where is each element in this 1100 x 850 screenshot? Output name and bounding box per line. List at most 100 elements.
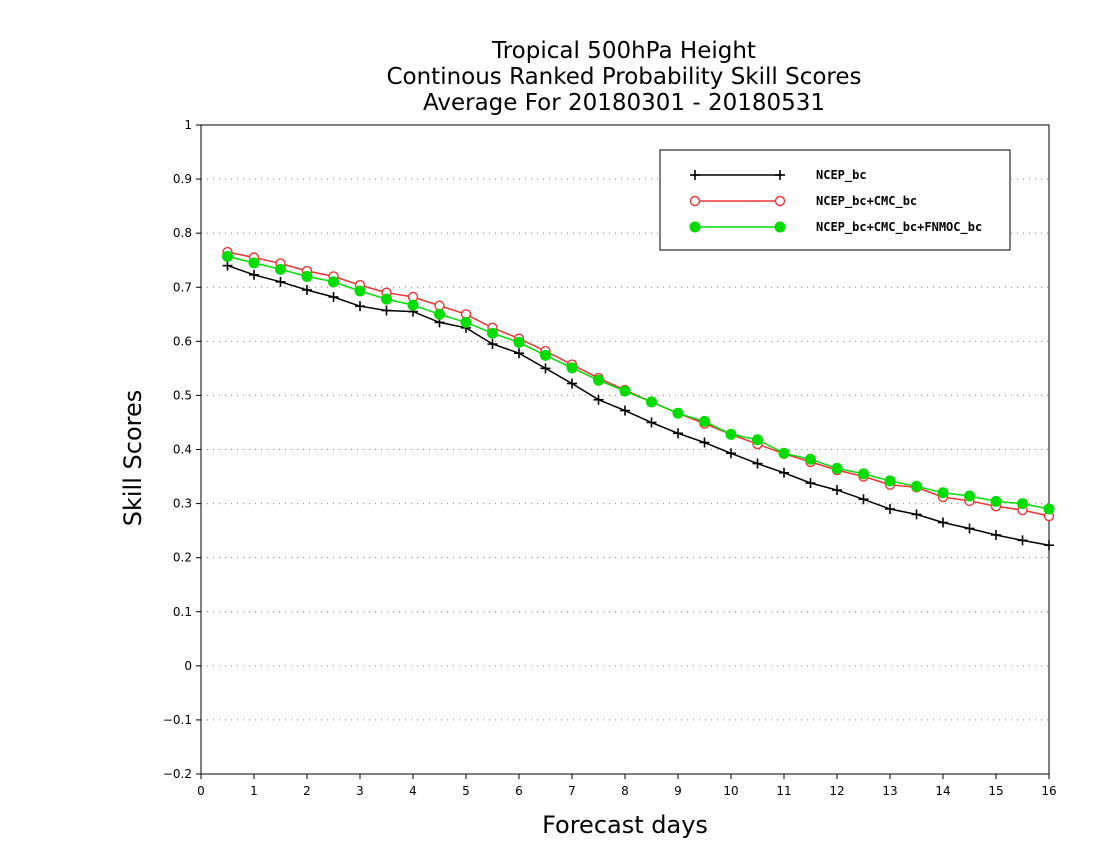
data-point <box>407 299 419 311</box>
y-tick-label: 0.9 <box>173 172 192 186</box>
y-axis-ticks: −0.2 −0.1 0 0.1 0.2 0.3 0.4 0.5 0.6 0.7 0.8 0.9 1 <box>163 118 201 781</box>
legend-entry: NCEP_bc <box>690 168 867 183</box>
x-tick-label: 0 <box>197 784 205 798</box>
x-tick-label: 12 <box>829 784 844 798</box>
x-tick-label: 13 <box>882 784 897 798</box>
data-point <box>354 285 366 297</box>
y-tick-label: 0.4 <box>173 443 192 457</box>
x-tick-label: 4 <box>409 784 417 798</box>
y-tick-label: 1 <box>184 118 192 132</box>
data-point <box>964 490 975 502</box>
series-line <box>227 251 1050 517</box>
y-tick-label: 0.1 <box>173 605 192 619</box>
data-point <box>513 336 525 348</box>
chart-title: Tropical 500hPa Height Continous Ranked … <box>386 38 861 116</box>
data-point <box>1044 540 1054 551</box>
x-tick-label: 8 <box>621 784 629 798</box>
y-tick-label: 0.6 <box>173 334 192 348</box>
data-point <box>673 428 683 439</box>
data-point <box>487 327 498 339</box>
data-point <box>778 447 790 459</box>
series-line <box>227 255 1050 510</box>
title-line-2: Continous Ranked Probability Skill Score… <box>386 64 861 90</box>
data-point <box>540 363 551 374</box>
data-point <box>911 480 922 492</box>
data-point <box>540 349 551 361</box>
data-point <box>487 339 498 350</box>
x-tick-label: 7 <box>568 784 576 798</box>
data-point <box>805 453 816 465</box>
data-point <box>831 462 843 474</box>
data-point <box>460 316 472 328</box>
data-point <box>752 458 763 469</box>
x-tick-label: 6 <box>515 784 523 798</box>
y-tick-label: 0.5 <box>173 388 192 402</box>
y-tick-label: −0.1 <box>163 713 192 727</box>
data-point <box>275 263 286 275</box>
x-tick-label: 16 <box>1041 784 1056 798</box>
data-point <box>726 448 736 459</box>
data-point <box>911 509 922 520</box>
legend-label: NCEP_bc+CMC_bc <box>816 194 917 209</box>
data-point <box>355 301 365 312</box>
series-0 <box>222 260 1054 551</box>
data-point <box>619 385 631 397</box>
data-point <box>275 276 286 287</box>
data-point <box>593 394 604 405</box>
x-tick-label: 2 <box>303 784 311 798</box>
data-point <box>991 529 1001 540</box>
y-axis-title: Skill Scores <box>119 390 147 527</box>
legend-marker <box>774 195 786 207</box>
x-tick-label: 11 <box>776 784 791 798</box>
series-1 <box>222 246 1055 522</box>
legend-marker <box>690 170 700 180</box>
data-point <box>937 487 949 499</box>
title-line-1: Tropical 500hPa Height <box>491 38 756 64</box>
x-tick-label: 9 <box>674 784 682 798</box>
x-tick-label: 14 <box>935 784 950 798</box>
legend-marker <box>774 221 786 233</box>
data-point <box>593 374 604 386</box>
y-tick-label: 0.3 <box>173 497 192 511</box>
x-axis-ticks: 0 1 2 3 4 5 6 7 8 9 10 11 12 13 14 15 16 <box>197 774 1057 798</box>
data-point <box>328 276 339 288</box>
x-tick-label: 15 <box>988 784 1003 798</box>
data-point <box>381 293 392 305</box>
data-point <box>566 362 578 374</box>
series-2 <box>222 250 1055 515</box>
legend-box <box>659 149 1011 251</box>
data-point <box>858 468 869 480</box>
y-tick-label: 0.7 <box>173 280 192 294</box>
data-point <box>725 428 737 440</box>
data-point <box>699 437 710 448</box>
data-point <box>938 517 948 528</box>
data-point <box>885 503 895 514</box>
series-layer <box>222 246 1055 551</box>
data-point <box>248 257 260 269</box>
data-point <box>1043 503 1055 515</box>
data-point <box>672 407 684 419</box>
data-point <box>646 417 657 428</box>
data-point <box>301 270 313 282</box>
y-tick-label: 0.8 <box>173 226 192 240</box>
data-point <box>990 495 1002 507</box>
data-point <box>832 485 842 496</box>
data-point <box>1017 498 1028 510</box>
legend-marker <box>689 195 701 207</box>
y-tick-label: 0.2 <box>173 551 192 565</box>
data-point <box>222 260 233 271</box>
legend-entry: NCEP_bc+CMC_bc <box>689 194 917 209</box>
y-tick-label: 0 <box>184 659 192 673</box>
grid-lines <box>201 178 1049 721</box>
data-point <box>646 396 657 408</box>
x-tick-label: 5 <box>462 784 470 798</box>
x-axis-title: Forecast days <box>542 811 708 839</box>
data-point <box>381 305 392 316</box>
y-tick-label: −0.2 <box>163 767 192 781</box>
data-point <box>567 378 577 389</box>
x-tick-label: 3 <box>356 784 364 798</box>
legend: NCEP_bc NCEP_bc+CMC_bc NCEP_bc+CMC_bc+FNMO… <box>659 149 1011 251</box>
data-point <box>699 415 710 427</box>
legend-entry: NCEP_bc+CMC_bc+FNMOC_bc <box>689 220 982 235</box>
